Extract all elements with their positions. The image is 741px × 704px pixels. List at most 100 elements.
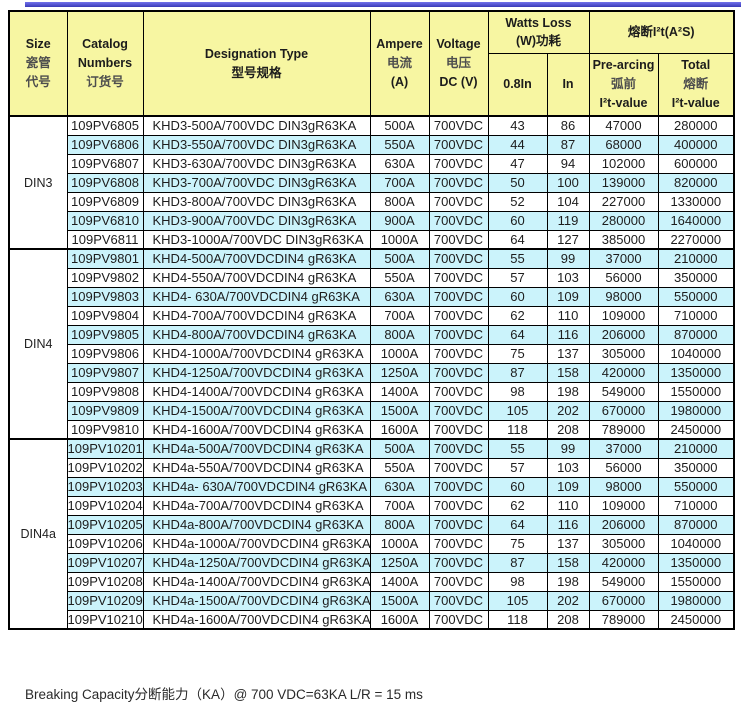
ampere-cell: 1500A <box>369 400 430 421</box>
col-header-total-cn: 熔断 <box>683 76 709 91</box>
col-header-watts-loss: Watts Loss (W)功耗 <box>487 10 590 54</box>
total-i2t-cell: 1330000 <box>657 191 735 212</box>
designation-cell: KHD4a-1000A/700VDCDIN4 gR63KA <box>142 533 371 554</box>
prearcing-i2t-cell: 206000 <box>588 324 659 345</box>
table-row: 109PV10203 KHD4a- 630A/700VDCDIN4 gR63KA 6… <box>9 476 735 497</box>
total-i2t-cell: 1350000 <box>657 552 735 573</box>
table-row: 109PV10208 KHD4a-1400A/700VDCDIN4 gR63KA 1… <box>9 571 735 592</box>
watts-in-cell: 110 <box>546 495 590 516</box>
prearcing-i2t-cell: 670000 <box>588 590 659 611</box>
prearcing-i2t-cell: 68000 <box>588 134 659 155</box>
designation-cell: KHD4-1000A/700VDCDIN4 gR63KA <box>142 343 371 364</box>
watts-08in-cell: 98 <box>487 381 548 402</box>
voltage-cell: 700VDC <box>428 590 489 611</box>
total-i2t-cell: 1040000 <box>657 533 735 554</box>
designation-cell: KHD4a-800A/700VDCDIN4 gR63KA <box>142 514 371 535</box>
watts-08in-cell: 105 <box>487 590 548 611</box>
voltage-cell: 700VDC <box>428 381 489 402</box>
col-header-size-cn1: 瓷管 <box>25 56 51 71</box>
col-header-voltage-en: Voltage <box>436 37 481 52</box>
col-header-ampere: Ampere 电流 (A) <box>369 10 430 117</box>
ampere-cell: 550A <box>369 267 430 288</box>
col-header-ampere-unit: (A) <box>390 74 409 89</box>
designation-cell: KHD3-630A/700VDC DIN3gR63KA <box>142 153 371 174</box>
col-header-size: Size 瓷管 代号 <box>8 10 68 117</box>
col-header-prearcing-cn: 弧前 <box>610 76 636 91</box>
designation-cell: KHD3-800A/700VDC DIN3gR63KA <box>142 191 371 212</box>
col-header-prearcing: Pre-arcing 弧前 I²t-value <box>588 52 659 117</box>
ampere-cell: 550A <box>369 457 430 478</box>
voltage-cell: 700VDC <box>428 210 489 231</box>
designation-cell: KHD4a-500A/700VDCDIN4 gR63KA <box>142 438 371 459</box>
catalog-number-cell: 109PV9804 <box>66 305 144 326</box>
voltage-cell: 700VDC <box>428 609 489 630</box>
ampere-cell: 1600A <box>369 419 430 440</box>
watts-in-cell: 158 <box>546 552 590 573</box>
watts-in-cell: 119 <box>546 210 590 231</box>
watts-in-cell: 100 <box>546 172 590 193</box>
total-i2t-cell: 350000 <box>657 457 735 478</box>
designation-cell: KHD4-1250A/700VDCDIN4 gR63KA <box>142 362 371 383</box>
voltage-cell: 700VDC <box>428 153 489 174</box>
total-i2t-cell: 210000 <box>657 248 735 269</box>
col-header-designation-cn: 型号规格 <box>231 65 282 80</box>
voltage-cell: 700VDC <box>428 571 489 592</box>
ampere-cell: 800A <box>369 324 430 345</box>
watts-08in-cell: 60 <box>487 476 548 497</box>
catalog-number-cell: 109PV10206 <box>66 533 144 554</box>
prearcing-i2t-cell: 789000 <box>588 609 659 630</box>
prearcing-i2t-cell: 420000 <box>588 362 659 383</box>
col-header-i2t-title: 熔断I²t(A²S) <box>627 24 695 39</box>
watts-in-cell: 158 <box>546 362 590 383</box>
watts-08in-cell: 47 <box>487 153 548 174</box>
col-header-catalog-cn: 订货号 <box>86 74 124 89</box>
catalog-number-cell: 109PV10204 <box>66 495 144 516</box>
prearcing-i2t-cell: 305000 <box>588 533 659 554</box>
catalog-number-cell: 109PV10205 <box>66 514 144 535</box>
voltage-cell: 700VDC <box>428 400 489 421</box>
voltage-cell: 700VDC <box>428 457 489 478</box>
col-header-catalog: Catalog Numbers 订货号 <box>66 10 144 117</box>
watts-08in-cell: 55 <box>487 438 548 459</box>
catalog-number-cell: 109PV9805 <box>66 324 144 345</box>
total-i2t-cell: 1550000 <box>657 381 735 402</box>
col-header-voltage: Voltage 电压 DC (V) <box>428 10 489 117</box>
catalog-number-cell: 109PV9810 <box>66 419 144 440</box>
total-i2t-cell: 1550000 <box>657 571 735 592</box>
col-header-size-cn2: 代号 <box>25 74 51 89</box>
ampere-cell: 500A <box>369 438 430 459</box>
prearcing-i2t-cell: 102000 <box>588 153 659 174</box>
table-row: 109PV6807 KHD3-630A/700VDC DIN3gR63KA 630A… <box>9 153 735 174</box>
prearcing-i2t-cell: 227000 <box>588 191 659 212</box>
voltage-cell: 700VDC <box>428 343 489 364</box>
total-i2t-cell: 2450000 <box>657 609 735 630</box>
table-row: 109PV10206 KHD4a-1000A/700VDCDIN4 gR63KA 1… <box>9 533 735 554</box>
total-i2t-cell: 280000 <box>657 115 735 136</box>
designation-cell: KHD4-1500A/700VDCDIN4 gR63KA <box>142 400 371 421</box>
ampere-cell: 1000A <box>369 343 430 364</box>
col-header-voltage-cn: 电压 <box>445 56 471 71</box>
ampere-cell: 1250A <box>369 552 430 573</box>
catalog-number-cell: 109PV9807 <box>66 362 144 383</box>
total-i2t-cell: 820000 <box>657 172 735 193</box>
col-header-watts-loss-en: Watts Loss <box>505 15 572 30</box>
ampere-cell: 700A <box>369 172 430 193</box>
col-header-in: In <box>546 52 590 117</box>
voltage-cell: 700VDC <box>428 438 489 459</box>
watts-in-cell: 99 <box>546 438 590 459</box>
catalog-number-cell: 109PV9809 <box>66 400 144 421</box>
watts-in-cell: 208 <box>546 419 590 440</box>
table-row: 109PV10205 KHD4a-800A/700VDCDIN4 gR63KA 80… <box>9 514 735 535</box>
watts-08in-cell: 44 <box>487 134 548 155</box>
fuse-spec-table: Size 瓷管 代号 Catalog Numbers 订货号 Designati… <box>8 10 735 630</box>
watts-in-cell: 104 <box>546 191 590 212</box>
prearcing-i2t-cell: 37000 <box>588 438 659 459</box>
voltage-cell: 700VDC <box>428 267 489 288</box>
voltage-cell: 700VDC <box>428 324 489 345</box>
total-i2t-cell: 2270000 <box>657 229 735 250</box>
watts-08in-cell: 50 <box>487 172 548 193</box>
catalog-number-cell: 109PV6806 <box>66 134 144 155</box>
designation-cell: KHD3-500A/700VDC DIN3gR63KA <box>142 115 371 136</box>
col-header-ampere-en: Ampere <box>376 37 423 52</box>
col-header-catalog-en2: Numbers <box>77 56 133 71</box>
